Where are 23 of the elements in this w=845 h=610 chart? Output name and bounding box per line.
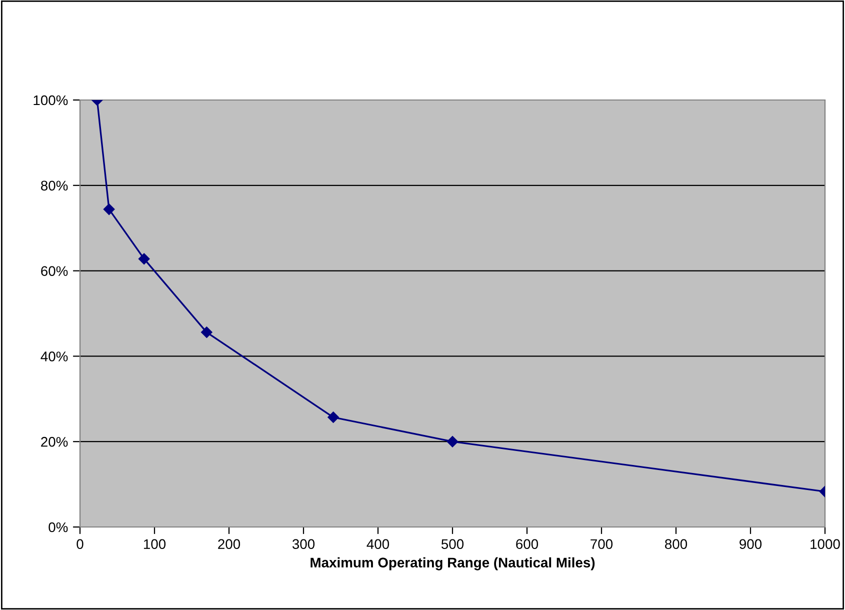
y-tick-label: 80% [41, 180, 68, 191]
x-tick-label: 300 [292, 539, 315, 550]
point [138, 253, 150, 264]
x-tick-label: 800 [665, 539, 688, 550]
y-tick-label: 100% [34, 95, 68, 106]
x-tick-label: 0 [76, 539, 84, 550]
x-tick-label: 200 [218, 539, 240, 550]
y-tick-label: 60% [41, 266, 68, 276]
x-tick-label: 900 [740, 539, 762, 550]
point [328, 412, 339, 423]
point [103, 204, 115, 215]
x-tick-label: 400 [366, 539, 390, 550]
y-tick-label: 40% [40, 352, 68, 362]
x-tick-label: 700 [590, 539, 613, 550]
x-tick-label: 100 [144, 539, 166, 550]
x-axis-title: Maximum Operating Range (Nautical Miles) [310, 557, 595, 570]
x-tick-label: 500 [441, 539, 464, 550]
y-tick-label: 0% [48, 522, 68, 532]
point [446, 436, 458, 448]
x-tick-label: 1000 [810, 539, 840, 550]
point [201, 326, 212, 338]
x-tick-label: 600 [516, 539, 538, 550]
y-tick-label: 20% [41, 436, 68, 447]
